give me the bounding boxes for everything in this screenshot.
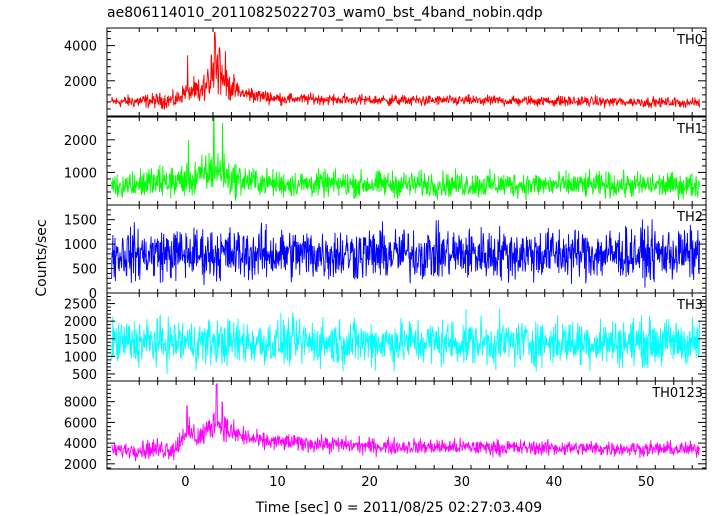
- y-tick-label: 1500: [64, 333, 97, 348]
- x-tick-label: 30: [454, 475, 471, 490]
- y-tick-label: 1000: [64, 350, 97, 365]
- panel-frame: [106, 27, 707, 117]
- series-line-th0123: [111, 383, 700, 462]
- y-tick-label: 2000: [64, 75, 97, 90]
- x-tick-label: 20: [361, 475, 378, 490]
- x-tick-label: 40: [546, 475, 563, 490]
- y-tick-label: 500: [72, 263, 97, 278]
- panel-label-th1: TH1: [676, 122, 703, 137]
- panel-frame: [106, 380, 707, 470]
- y-tick-label: 1000: [64, 238, 97, 253]
- y-tick-label: 2000: [64, 458, 97, 473]
- y-tick-label: 4000: [64, 437, 97, 452]
- series-line-th3: [111, 309, 700, 375]
- y-axis-label: Counts/sec: [34, 219, 50, 296]
- y-tick-label: 4000: [64, 40, 97, 55]
- panel-label-th0123: TH0123: [651, 386, 703, 401]
- x-tick-labels: 0 10 20 30 40 50: [181, 475, 654, 490]
- series-line-th0: [111, 31, 700, 110]
- panel-th1: 1000 2000 TH1: [64, 116, 707, 206]
- y-tick-label: 6000: [64, 416, 97, 431]
- y-tick-label: 2000: [64, 134, 97, 149]
- y-tick-label: 2000: [64, 315, 97, 330]
- chart-title: ae806114010_20110825022703_wam0_bst_4ban…: [107, 5, 543, 21]
- y-tick-label: 500: [72, 368, 97, 383]
- panel-label-th0: TH0: [676, 33, 703, 48]
- panels-group: 2000 4000 TH0 1000 2000 TH1 0 500 1000 1500 TH2 500…: [64, 27, 707, 473]
- panel-th0: 2000 4000 TH0: [64, 27, 707, 117]
- x-axis-label: Time [sec] 0 = 2011/08/25 02:27:03.409: [255, 500, 542, 516]
- panel-th3: 500 1000 1500 2000 2500 TH3: [64, 292, 707, 383]
- panel-th2: 0 500 1000 1500 TH2: [64, 204, 707, 302]
- x-tick-label: 50: [638, 475, 655, 490]
- series-line-th1: [111, 117, 700, 201]
- panel-label-th2: TH2: [676, 210, 703, 225]
- panel-label-th3: TH3: [676, 298, 703, 313]
- y-tick-label: 1500: [64, 214, 97, 229]
- panel-th0123: 2000 4000 6000 8000 TH0123: [64, 380, 707, 473]
- y-tick-label: 2500: [64, 298, 97, 313]
- y-tick-label: 1000: [64, 166, 97, 181]
- series-line-th2: [111, 219, 700, 288]
- y-tick-label: 0: [89, 287, 97, 302]
- y-tick-label: 8000: [64, 396, 97, 411]
- x-tick-label: 10: [269, 475, 286, 490]
- x-tick-label: 0: [181, 475, 189, 490]
